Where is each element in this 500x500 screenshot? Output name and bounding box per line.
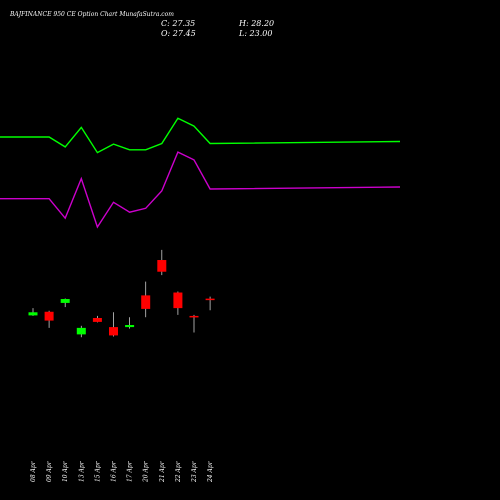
candle-body-bullish xyxy=(76,327,86,335)
lower-band-line xyxy=(0,151,401,229)
candle-body-bearish xyxy=(141,295,151,309)
high-label: H: 28.20 xyxy=(239,19,275,28)
x-tick-label: 17 Apr xyxy=(127,460,134,482)
candle-body-bearish xyxy=(44,311,54,321)
candle-body-bearish xyxy=(189,315,199,318)
open-label: O: 27.45 xyxy=(161,29,196,38)
chart-title: BAJFINANCE 950 CE Option Chart MunafaSut… xyxy=(10,11,174,18)
close-label: C: 27.35 xyxy=(161,19,196,28)
upper-band-line xyxy=(0,117,401,154)
x-tick-label: 21 Apr xyxy=(159,460,166,483)
x-tick-label: 08 Apr xyxy=(30,460,37,482)
candle-body-bullish xyxy=(60,299,70,303)
candle-body-bearish xyxy=(173,292,183,309)
x-tick-label: 13 Apr xyxy=(78,460,85,482)
x-tick-label: 10 Apr xyxy=(62,460,69,482)
x-tick-label: 15 Apr xyxy=(94,460,101,482)
candle-body-bearish xyxy=(205,298,215,301)
candle-body-bearish xyxy=(157,260,167,272)
candle-body-bullish xyxy=(28,312,38,316)
candle-body-bearish xyxy=(109,327,118,336)
x-tick-label: 09 Apr xyxy=(46,460,53,482)
x-tick-label: 20 Apr xyxy=(143,460,150,483)
low-label: L: 23.00 xyxy=(239,29,273,38)
candle-body-bearish xyxy=(92,318,102,322)
x-tick-label: 23 Apr xyxy=(191,460,198,483)
x-tick-label: 22 Apr xyxy=(175,460,182,483)
candle-body-bullish xyxy=(125,325,135,328)
x-tick-label: 16 Apr xyxy=(111,460,118,482)
x-tick-label: 24 Apr xyxy=(207,460,214,483)
